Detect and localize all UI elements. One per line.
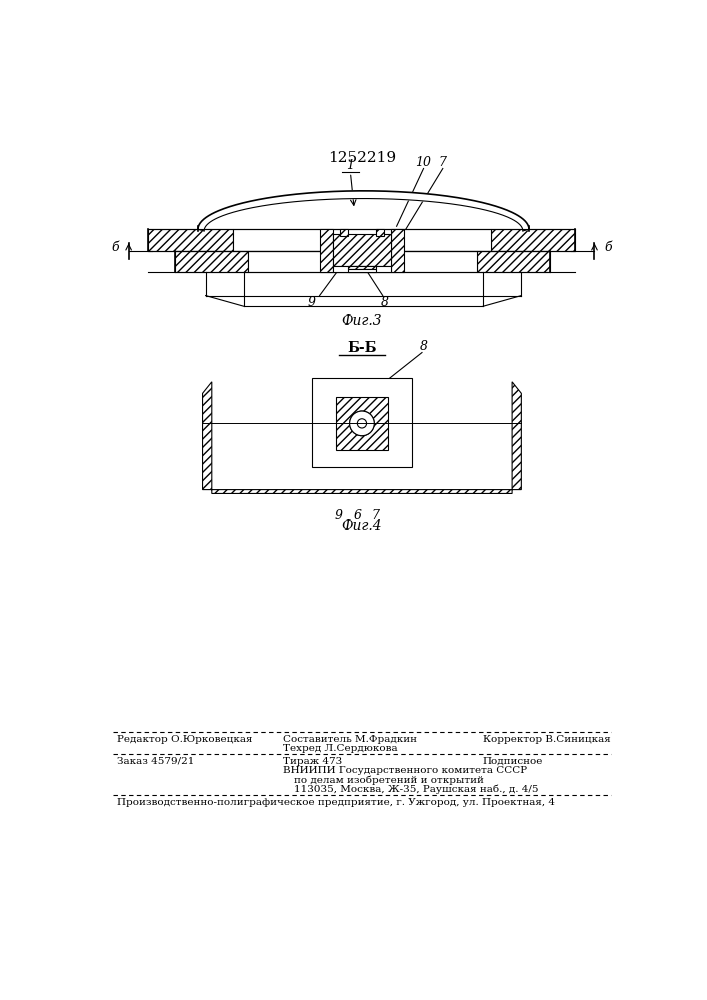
Text: 6: 6 bbox=[354, 509, 362, 522]
Bar bbox=[333, 266, 391, 272]
Polygon shape bbox=[203, 382, 521, 493]
Text: Редактор О.Юрковецкая: Редактор О.Юрковецкая bbox=[117, 735, 252, 744]
Text: 9: 9 bbox=[308, 296, 316, 309]
Bar bbox=[348, 266, 376, 269]
Bar bbox=[376, 229, 383, 235]
Text: 7: 7 bbox=[439, 156, 447, 169]
Bar bbox=[391, 229, 404, 272]
Text: 7: 7 bbox=[372, 509, 380, 522]
Text: ВНИИПИ Государственного комитета СССР: ВНИИПИ Государственного комитета СССР bbox=[283, 766, 527, 775]
Text: 9: 9 bbox=[335, 509, 343, 522]
Bar bbox=[148, 229, 233, 251]
Text: Тираж 473: Тираж 473 bbox=[283, 757, 342, 766]
Bar bbox=[248, 251, 477, 272]
Circle shape bbox=[350, 411, 374, 436]
Text: Фиг.4: Фиг.4 bbox=[341, 519, 382, 533]
Polygon shape bbox=[198, 191, 529, 231]
Bar bbox=[233, 229, 491, 251]
Text: 10: 10 bbox=[416, 156, 431, 169]
Bar bbox=[175, 251, 248, 272]
Circle shape bbox=[357, 419, 366, 428]
Text: Подписное: Подписное bbox=[483, 757, 543, 766]
Bar bbox=[348, 269, 376, 272]
Bar bbox=[491, 229, 575, 251]
Bar bbox=[340, 229, 348, 235]
Bar bbox=[336, 397, 388, 450]
Text: Заказ 4579/21: Заказ 4579/21 bbox=[117, 757, 194, 766]
Text: Фиг.3: Фиг.3 bbox=[341, 314, 382, 328]
Text: Корректор В.Синицкая: Корректор В.Синицкая bbox=[483, 735, 611, 744]
Text: 8: 8 bbox=[420, 340, 428, 353]
Text: Б-Б: Б-Б bbox=[347, 341, 377, 355]
Bar bbox=[333, 234, 391, 266]
Bar bbox=[320, 229, 333, 272]
Text: 113035, Москва, Ж-35, Раушская наб., д. 4/5: 113035, Москва, Ж-35, Раушская наб., д. … bbox=[294, 785, 539, 794]
Bar bbox=[477, 251, 550, 272]
Bar bbox=[312, 378, 412, 466]
Text: б: б bbox=[604, 241, 612, 254]
Text: б: б bbox=[111, 241, 119, 254]
Text: 8: 8 bbox=[381, 296, 389, 309]
Text: 1252219: 1252219 bbox=[328, 151, 396, 165]
Text: Производственно-полиграфическое предприятие, г. Ужгород, ул. Проектная, 4: Производственно-полиграфическое предприя… bbox=[117, 798, 555, 807]
Text: по делам изобретений и открытий: по делам изобретений и открытий bbox=[294, 775, 484, 785]
Text: 1: 1 bbox=[346, 159, 354, 172]
Text: Техред Л.Сердюкова: Техред Л.Сердюкова bbox=[283, 744, 397, 753]
Text: Составитель М.Фрадкин: Составитель М.Фрадкин bbox=[283, 735, 416, 744]
